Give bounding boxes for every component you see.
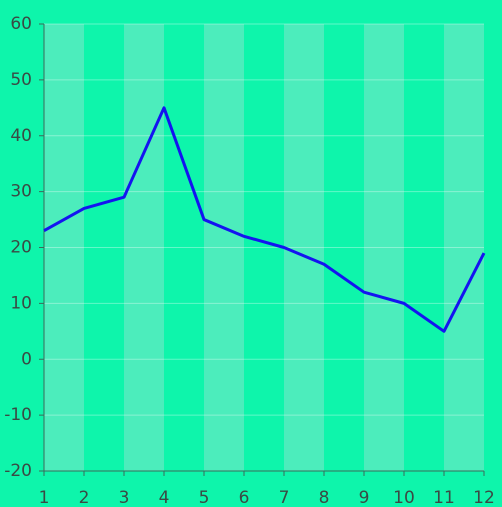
- stripe: [204, 24, 244, 471]
- x-tick-label: 4: [159, 488, 170, 507]
- line: [43, 106, 486, 333]
- x-tick-label: 9: [359, 488, 370, 507]
- y-tick-label: -20: [4, 461, 32, 481]
- y-tick-label: 60: [10, 14, 32, 34]
- x-tick-label: 1: [39, 488, 50, 507]
- y-tick-label: 50: [10, 70, 32, 90]
- x-tick-label: 10: [393, 488, 415, 507]
- stripe: [44, 24, 84, 471]
- y-tick-label: -10: [4, 405, 32, 425]
- stripe: [364, 24, 404, 471]
- y-tick-label: 10: [10, 293, 32, 313]
- y-tick-label: 30: [10, 182, 32, 202]
- y-tick-label: 0: [21, 349, 32, 369]
- stripe: [124, 24, 164, 471]
- x-tick-label: 12: [473, 488, 495, 507]
- y-tick-label: 40: [10, 126, 32, 146]
- x-tick-label: 6: [239, 488, 250, 507]
- stripe: [444, 24, 484, 471]
- y-tick-label: 20: [10, 238, 32, 258]
- x-tick-label: 5: [199, 488, 210, 507]
- stripe: [284, 24, 324, 471]
- x-tick-label: 3: [119, 488, 130, 507]
- x-tick-label: 2: [79, 488, 90, 507]
- x-tick-label: 7: [279, 488, 290, 507]
- x-tick-label: 8: [319, 488, 330, 507]
- x-tick-label: 11: [433, 488, 455, 507]
